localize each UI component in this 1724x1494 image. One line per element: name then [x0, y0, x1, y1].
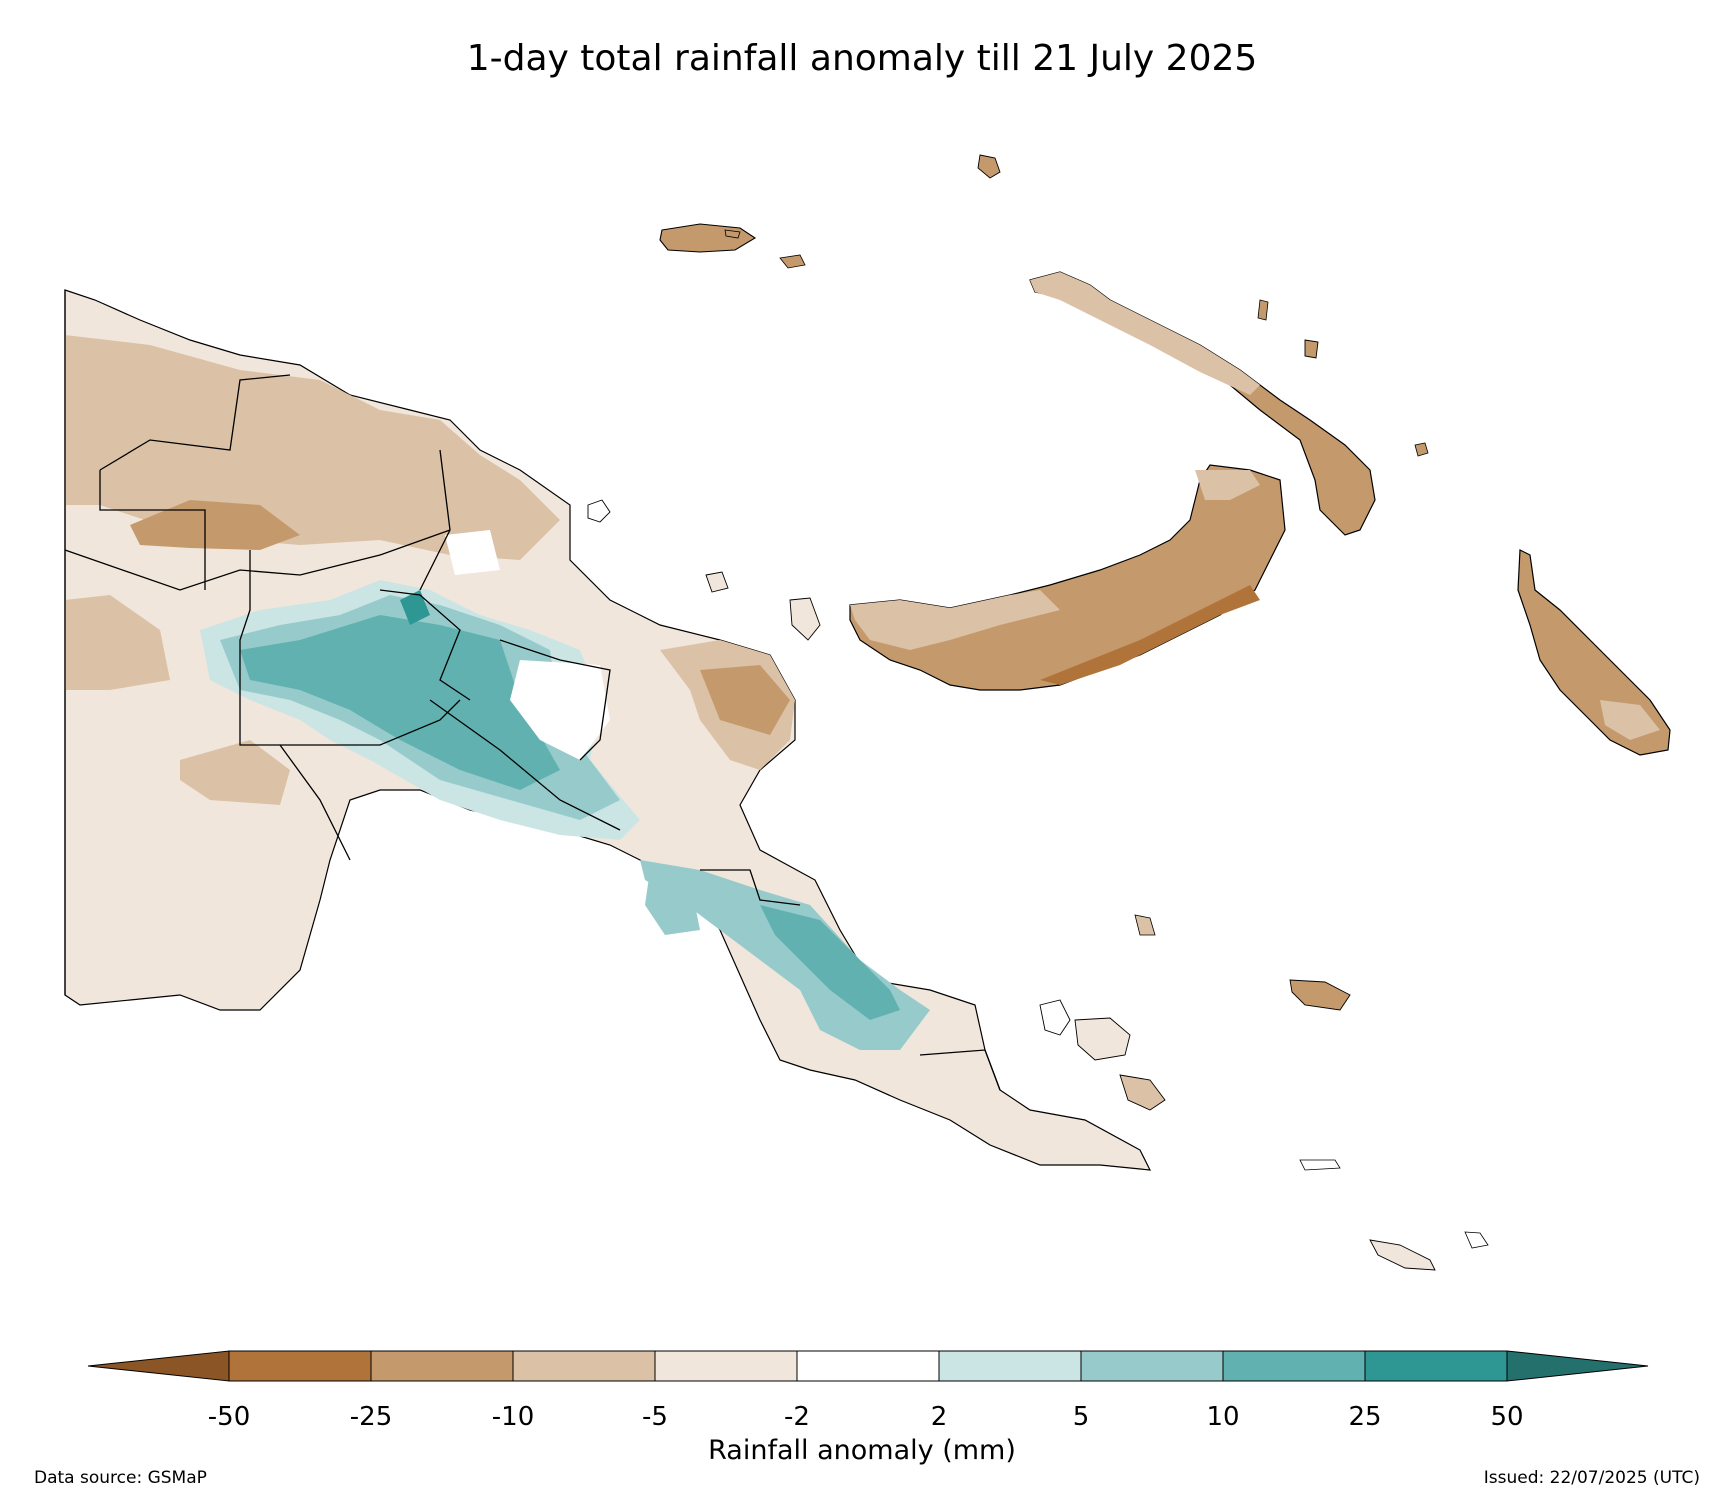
mussau-island — [977, 154, 1001, 179]
new-britain-light-north — [1195, 470, 1260, 500]
new-ireland — [1029, 271, 1376, 536]
bougainville-island — [1517, 549, 1671, 756]
new-britain-light-west — [850, 590, 1060, 650]
new-ireland-light — [1030, 272, 1260, 395]
colorbar-segment — [228, 1350, 372, 1382]
colorbar-tick-label: 2 — [930, 1402, 948, 1432]
colorbar-segment — [1222, 1350, 1366, 1382]
goodenough-island — [1039, 999, 1071, 1036]
issued-date-text: Issued: 22/07/2025 (UTC) — [1483, 1468, 1700, 1488]
data-source-text: Data source: GSMaP — [34, 1468, 207, 1488]
bougainville-light — [1600, 700, 1660, 740]
feni-island — [1414, 442, 1429, 457]
colorbar-tick-label: 10 — [1206, 1402, 1240, 1432]
karkar-island — [587, 499, 611, 523]
wet-highlands-max — [400, 590, 430, 625]
colorbar-tick-label: -2 — [784, 1402, 810, 1432]
mainland — [64, 289, 1152, 1171]
colorbar-tick-label: 50 — [1490, 1402, 1524, 1432]
dry-band-west — [65, 595, 170, 690]
woodlark-island — [1289, 979, 1351, 1011]
colorbar-segment — [370, 1350, 514, 1382]
fergusson-island — [1074, 1017, 1131, 1061]
neutral-area — [510, 660, 610, 760]
colorbar-extend-high — [1506, 1350, 1649, 1382]
colorbar-tick-label: 5 — [1072, 1402, 1090, 1432]
colorbar-tick-label: -25 — [349, 1402, 393, 1432]
colorbar-segment — [654, 1350, 798, 1382]
misima-island — [1299, 1159, 1341, 1171]
rossel-island — [1464, 1231, 1489, 1249]
colorbar — [87, 1350, 1649, 1382]
colorbar-tick-label: 25 — [1348, 1402, 1382, 1432]
colorbar-segment — [796, 1350, 940, 1382]
neutral-area-2 — [445, 530, 500, 575]
wet-southeast-core — [760, 905, 900, 1020]
colorbar-segment — [512, 1350, 656, 1382]
dry-band-south — [180, 740, 290, 805]
new-britain-dark-south — [1040, 585, 1260, 685]
province-borders — [64, 290, 1001, 1091]
umboi-island — [789, 597, 821, 641]
dry-core-north — [130, 500, 300, 550]
colorbar-extend-low — [87, 1350, 230, 1382]
colorbar-tick-label: -5 — [642, 1402, 668, 1432]
colorbar-segment — [1364, 1350, 1508, 1382]
dry-core-east — [700, 665, 790, 735]
wet-south-patch — [645, 870, 700, 935]
lihir-island — [1304, 339, 1319, 359]
sudest-island — [1369, 1239, 1436, 1271]
colorbar-title: Rainfall anomaly (mm) — [708, 1435, 1016, 1466]
colorbar-segment — [1080, 1350, 1224, 1382]
colorbar-segment — [938, 1350, 1082, 1382]
colorbar-tick-label: -10 — [491, 1402, 535, 1432]
wet-highlands-core — [240, 615, 560, 790]
manus-island — [659, 223, 757, 253]
normanby-island — [1119, 1074, 1166, 1111]
long-island — [705, 571, 729, 593]
map-title: 1-day total rainfall anomaly till 21 Jul… — [466, 38, 1258, 79]
trobriand-island — [1134, 914, 1156, 936]
new-britain — [849, 464, 1286, 691]
tabar-island — [1257, 299, 1269, 321]
manus-small-islands — [724, 229, 806, 269]
colorbar-tick-label: -50 — [207, 1402, 251, 1432]
